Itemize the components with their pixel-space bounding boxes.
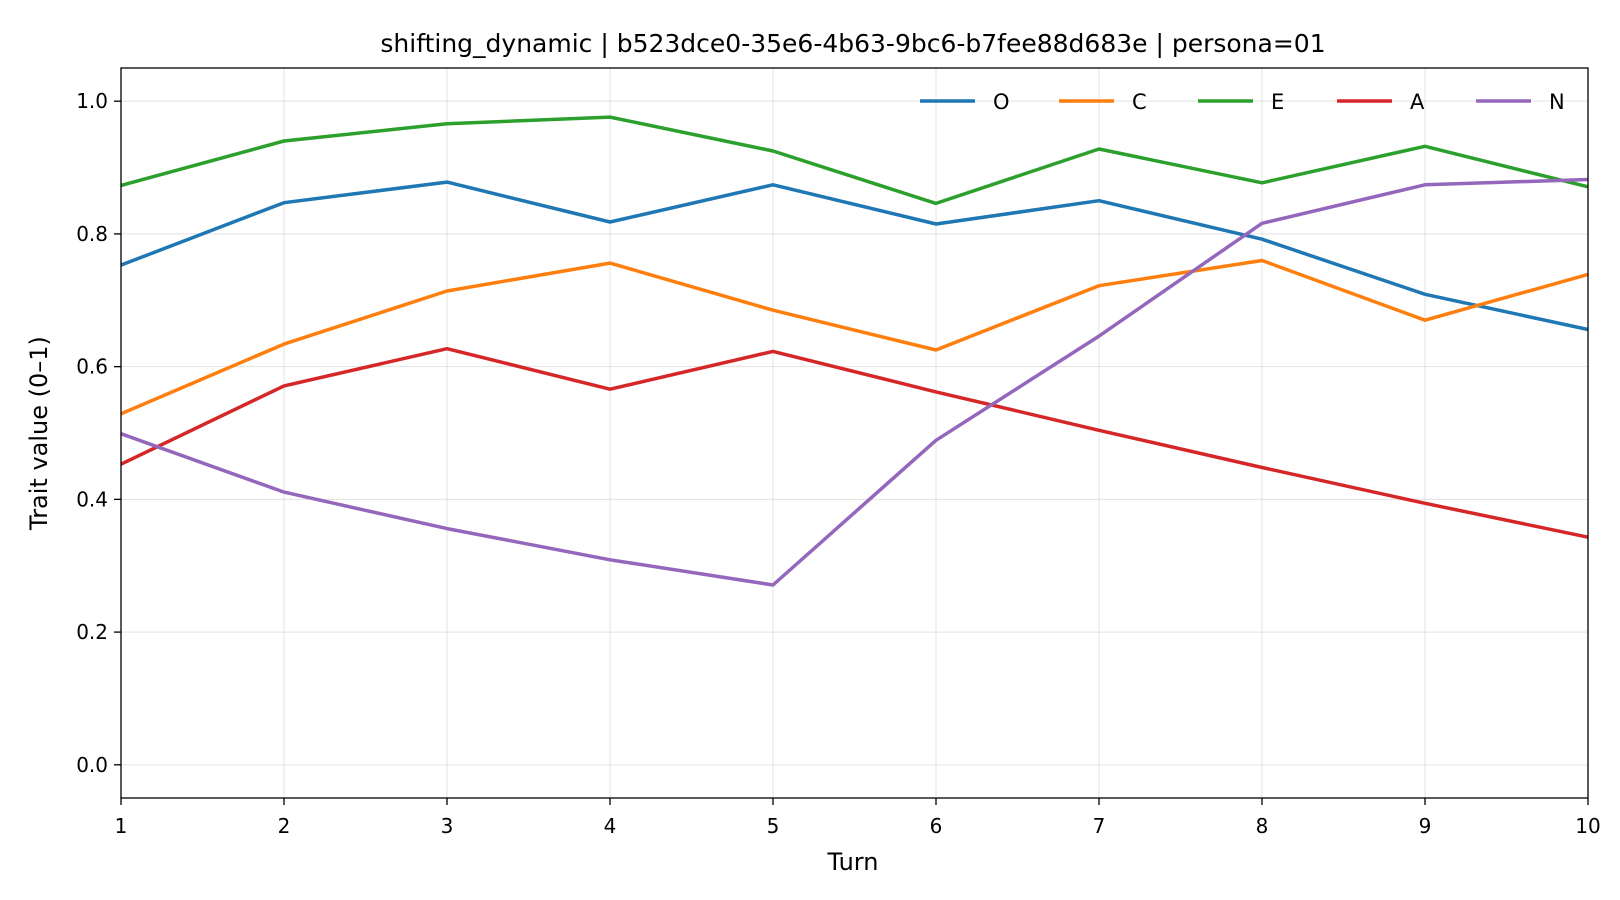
x-axis-label: Turn	[827, 848, 879, 876]
legend-label-a: A	[1410, 90, 1425, 114]
legend-label-n: N	[1549, 90, 1565, 114]
series-line-o	[120, 180, 1589, 332]
x-tick-label: 3	[441, 814, 454, 838]
y-tick-label: 0.4	[76, 487, 108, 511]
x-tick-label: 8	[1256, 814, 1269, 838]
legend-label-e: E	[1271, 90, 1284, 114]
series-line-a	[120, 346, 1589, 539]
x-tick-label: 4	[604, 814, 617, 838]
legend-label-c: C	[1132, 90, 1147, 114]
y-tick-label: 0.8	[76, 222, 108, 246]
y-axis-label: Trait value (0–1)	[25, 336, 53, 531]
x-tick-label: 10	[1575, 814, 1600, 838]
series-lines	[120, 115, 1589, 587]
y-tick-label: 0.2	[76, 620, 108, 644]
x-tick-label: 5	[767, 814, 780, 838]
x-tick-label: 7	[1093, 814, 1106, 838]
x-tick-label: 6	[930, 814, 943, 838]
x-tick-label: 1	[115, 814, 128, 838]
y-tick-label: 1.0	[76, 89, 108, 113]
series-line-n	[120, 177, 1589, 587]
legend-label-o: O	[993, 90, 1010, 114]
chart-title: shifting_dynamic | b523dce0-35e6-4b63-9b…	[380, 29, 1325, 58]
y-tick-label: 0.0	[76, 753, 108, 777]
axis-ticks: 1 2 3 4 5 6 7 8 9 10 0.0 0.2 0.4 0.6 0.8 1.0	[76, 89, 1601, 838]
series-line-e	[120, 115, 1589, 206]
x-tick-label: 2	[278, 814, 291, 838]
y-tick-label: 0.6	[76, 355, 108, 379]
x-tick-label: 9	[1419, 814, 1432, 838]
series-line-c	[120, 258, 1589, 416]
plot-area-frame	[120, 67, 1589, 799]
